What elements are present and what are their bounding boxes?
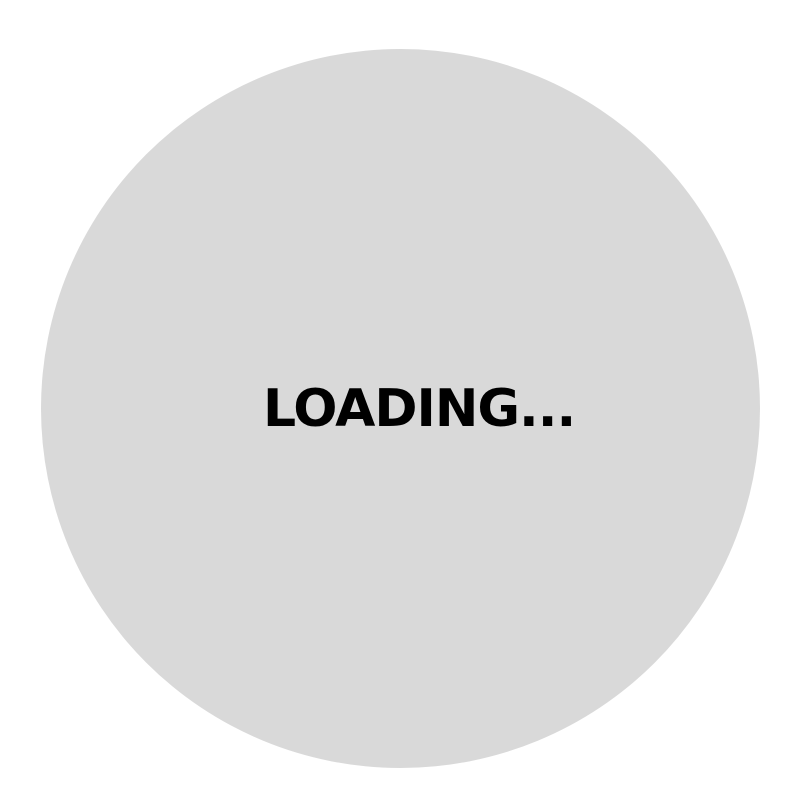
loading-circle (41, 49, 760, 768)
loading-label: LOADING... (263, 379, 576, 439)
